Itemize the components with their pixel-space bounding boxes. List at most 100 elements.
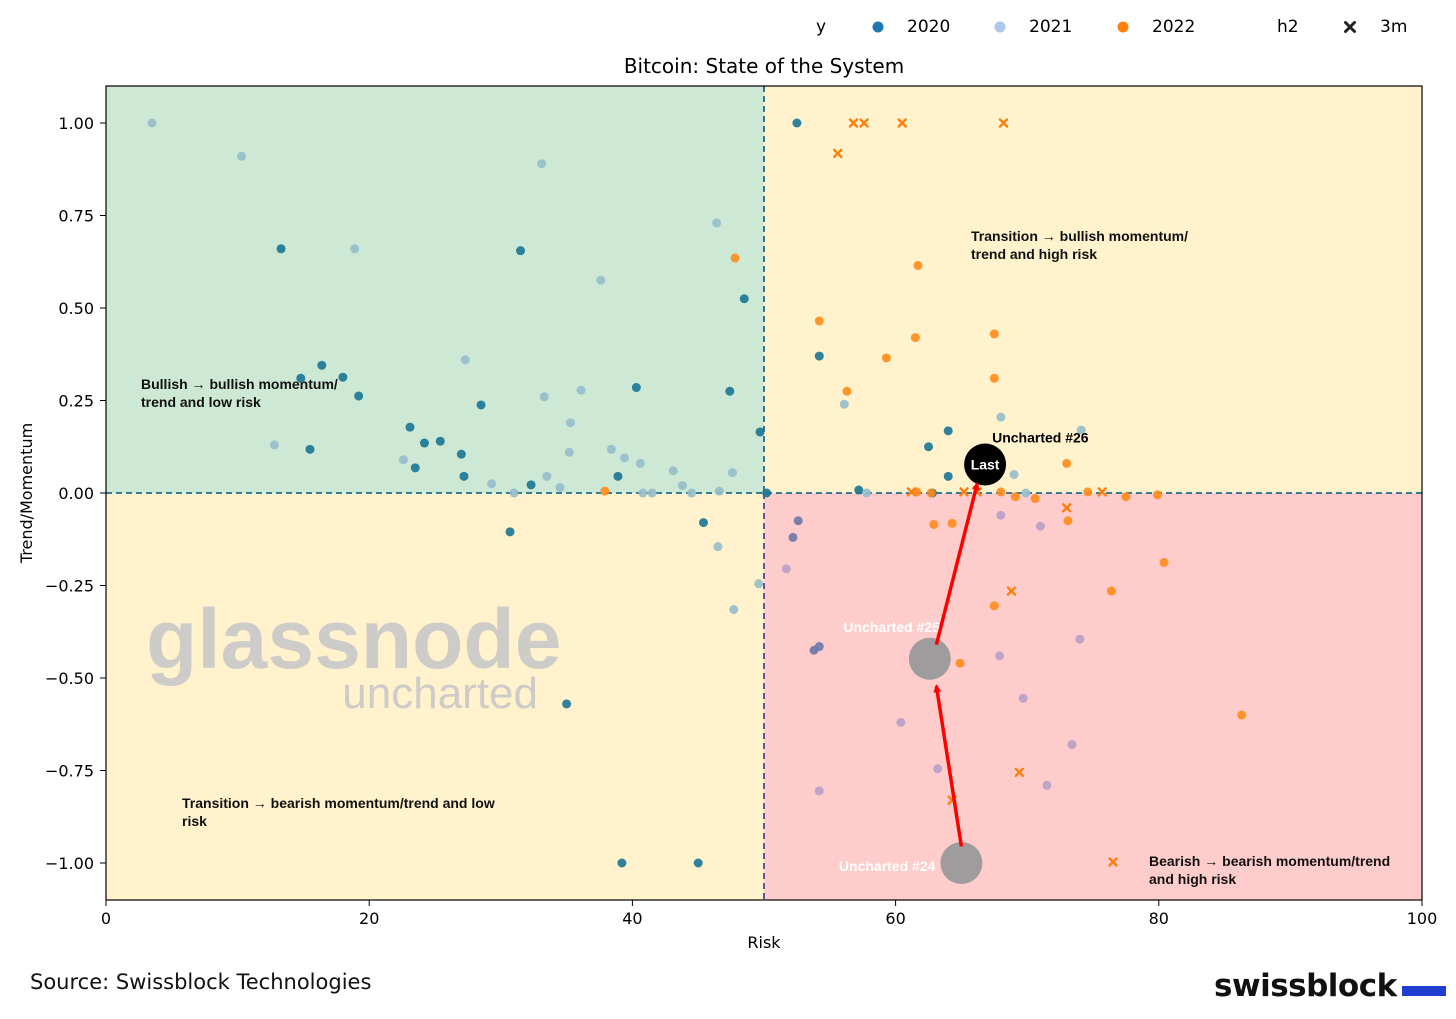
point-3m-10 [1006, 586, 1017, 596]
brand-logo: swissblock [1214, 968, 1397, 1004]
point-series-4-3 [995, 651, 1005, 661]
point-2021-16 [564, 447, 574, 457]
highlight-25 [908, 637, 951, 680]
point-series-3-1 [788, 532, 798, 542]
point-3m-9 [1061, 503, 1072, 513]
point-2020-30 [562, 699, 572, 709]
y-tick-label-2: 0.50 [58, 299, 94, 318]
watermark-uncharted: uncharted [342, 669, 538, 718]
quadrant-bullish [106, 86, 764, 493]
point-2020-7 [354, 391, 364, 401]
point-2022-14 [1030, 494, 1040, 504]
point-2022-19 [947, 518, 957, 528]
quadrant-transition-high-risk [764, 86, 1422, 493]
point-series-3-0 [793, 516, 803, 526]
point-2021-24 [687, 488, 697, 498]
point-2022-22 [1106, 586, 1116, 596]
point-2021-7 [269, 440, 279, 450]
x-axis-label: Risk [747, 933, 781, 952]
quadrant-label-transition-low-risk: Transition → bearish momentum/trend and … [182, 795, 495, 829]
point-2020-0 [792, 118, 802, 128]
point-2021-17 [606, 444, 616, 454]
point-2022-16 [1121, 492, 1131, 502]
point-2022-2 [814, 316, 824, 326]
point-2022-6 [989, 373, 999, 383]
legend-label-2020: 2020 [907, 17, 950, 37]
point-series-4-7 [1067, 740, 1077, 750]
point-2022-4 [910, 333, 920, 343]
data-points [147, 118, 1247, 868]
point-2022-12 [996, 487, 1006, 497]
point-2022-23 [989, 601, 999, 611]
point-series-4-4 [1018, 693, 1028, 703]
highlight-24 [940, 842, 983, 884]
legend-label-2022: 2022 [1152, 17, 1195, 37]
point-3m-3 [998, 118, 1009, 128]
highlight-label-26: Uncharted #26 [992, 430, 1089, 446]
chart-title: Bitcoin: State of the System [624, 54, 904, 78]
point-2020-21 [505, 527, 515, 537]
y-tick-label-3: 0.25 [58, 392, 94, 411]
point-2020-1 [276, 244, 286, 254]
point-2022-15 [1083, 487, 1093, 497]
point-2020-18 [755, 427, 765, 437]
point-2020-6 [338, 372, 348, 382]
point-2021-27 [713, 542, 723, 552]
point-3m-0 [848, 118, 859, 128]
highlight-label-25: Uncharted #25 [843, 619, 940, 635]
point-2021-21 [647, 488, 657, 498]
point-2020-13 [456, 449, 466, 459]
trajectory-arrow-1 [933, 684, 964, 847]
legend-label-3m: 3m [1380, 17, 1407, 37]
point-2020-17 [725, 386, 735, 396]
point-series-4-0 [781, 564, 791, 574]
point-2020-14 [459, 471, 469, 481]
quadrant-label-transition-high-risk: Transition → bullish momentum/trend and … [971, 228, 1188, 262]
point-series-3-3 [809, 645, 819, 655]
point-2022-0 [730, 253, 740, 263]
point-2022-13 [1010, 492, 1020, 502]
point-2022-17 [1152, 490, 1162, 500]
point-series-4-10 [814, 786, 824, 796]
point-2020-32 [693, 858, 703, 868]
point-2022-11 [926, 488, 936, 498]
y-tick-label-0: 1.00 [58, 114, 94, 133]
point-2021-26 [727, 468, 737, 478]
point-series-4-9 [1042, 780, 1052, 790]
x-tick-label-100: 100 [1407, 909, 1438, 928]
point-2021-33 [1009, 470, 1019, 479]
point-2020-3 [739, 294, 749, 304]
point-series-4-5 [1075, 634, 1085, 644]
y-tick-label-7: −0.75 [45, 762, 94, 781]
point-2022-8 [1062, 458, 1072, 468]
y-tick-label-1: 0.75 [58, 207, 94, 226]
point-2020-15 [476, 400, 486, 410]
point-2021-12 [566, 418, 576, 428]
point-2020-26 [943, 426, 953, 436]
point-2021-8 [398, 455, 408, 465]
point-2021-13 [576, 385, 586, 395]
point-2020-8 [305, 444, 315, 454]
point-2020-27 [943, 471, 953, 481]
point-2021-31 [862, 488, 872, 498]
point-2021-34 [1021, 488, 1031, 498]
legend-style-title: h2 [1277, 17, 1299, 37]
point-2020-22 [698, 518, 708, 528]
point-2020-29 [762, 488, 772, 498]
x-tick-label-80: 80 [1149, 909, 1169, 928]
x-tick-label-20: 20 [359, 909, 379, 928]
point-2021-19 [635, 458, 645, 468]
quadrant-transition-low-risk [106, 493, 764, 900]
point-2021-30 [839, 399, 849, 409]
point-3m-4 [832, 148, 843, 159]
point-2022-3 [881, 353, 891, 363]
point-2022-5 [989, 329, 999, 339]
point-2021-28 [729, 605, 739, 615]
point-2020-16 [631, 383, 641, 393]
point-series-4-6 [896, 717, 906, 727]
point-series-4-2 [1035, 521, 1045, 531]
legend-label-2021: 2021 [1029, 17, 1072, 37]
point-2021-35 [1076, 425, 1086, 435]
y-tick-label-4: 0.00 [58, 484, 94, 503]
